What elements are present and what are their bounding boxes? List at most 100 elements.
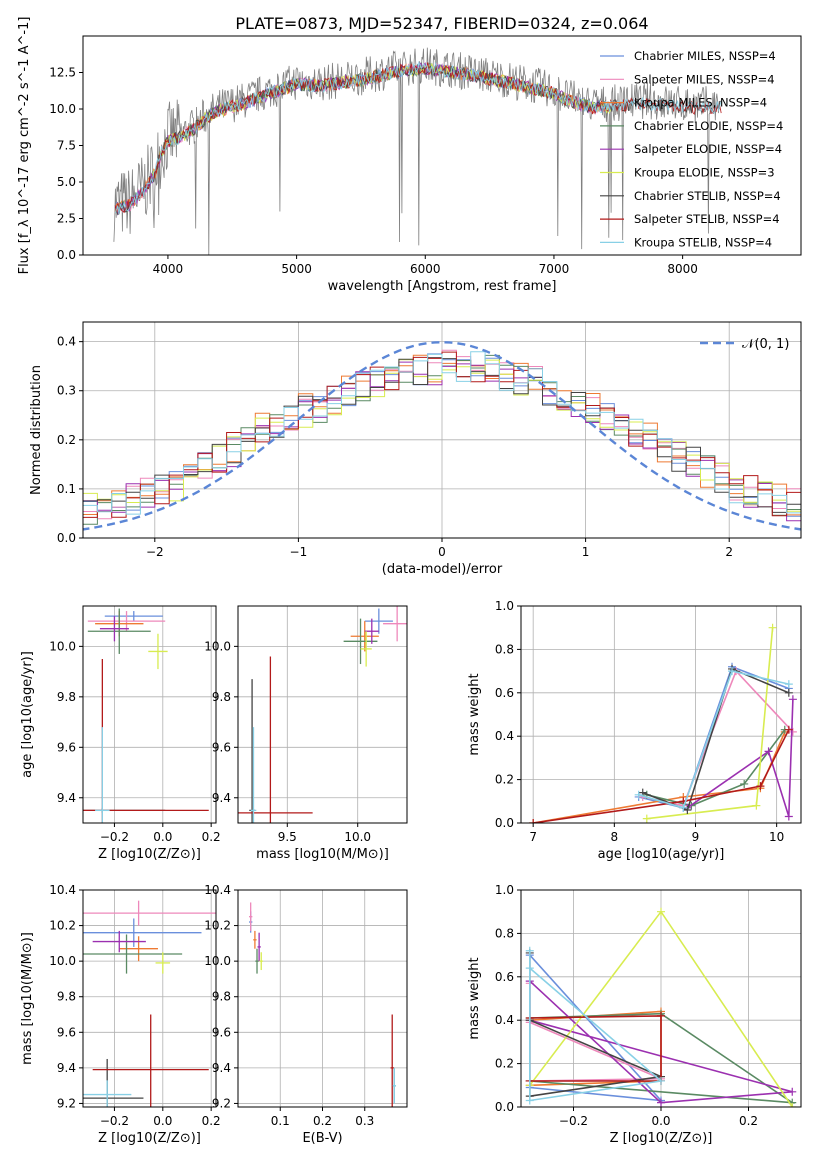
weight-line [529,1012,796,1104]
axes-frame [237,889,408,1108]
legend-label: Salpeter STELIB, NSSP=4 [634,212,780,226]
weight-line [642,667,790,812]
figure-title: PLATE=0873, MJD=52347, FIBERID=0324, z=0… [235,14,648,33]
plot-area [238,606,407,823]
y-tick-label: 0.3 [57,384,76,398]
weight-marker [657,1098,665,1107]
x-axis-label: mass [log10(M/M⊙)] [256,847,389,862]
axes-frame [520,889,802,1108]
y-tick-label: 10.0 [204,954,231,968]
weight-marker [788,727,797,736]
y-tick-label: 0.4 [495,729,514,743]
y-axis-label: Normed distribution [29,365,44,495]
weight-marker [525,964,534,973]
weight-marker [788,695,797,704]
weight-marker [683,805,692,814]
weight-line [646,627,774,820]
plot-area [529,623,797,823]
weight-marker [728,667,737,676]
y-tick-label: 10.2 [49,919,76,933]
x-tick-label: 0.0 [651,1114,670,1128]
weight-marker [529,819,538,823]
y-tick-label: 0.0 [57,531,76,545]
y-tick-label: 9.8 [57,990,76,1004]
x-tick-label: 0.1 [271,1114,290,1128]
y-tick-label: 9.4 [212,791,231,805]
y-tick-label: 10.4 [49,883,76,897]
panel-1: 4000 5000 6000 7000 8000 0.0 2.5 5.0 7.5 10.0 12.5… [17,17,802,294]
y-axis-label: mass [log10(M/M⊙)] [20,932,35,1065]
axes-frame [520,605,802,824]
weight-line [533,731,786,823]
y-tick-label: 9.8 [212,690,231,704]
weight-marker [788,1087,797,1096]
weight-marker [740,779,749,788]
weight-line [529,950,663,1102]
grid [521,605,801,824]
axes-frame [82,35,802,256]
plot-area [113,47,722,255]
y-tick-label: 9.8 [212,990,231,1004]
y-tick-label: 9.4 [212,1061,231,1075]
weight-line [638,665,790,809]
x-tick-label: 0.2 [202,830,221,844]
y-tick-label: 9.4 [57,1061,76,1075]
y-tick-label: 10.0 [49,954,76,968]
axes-frame [82,605,217,824]
x-tick-label: 0.0 [153,830,172,844]
axes-frame [82,889,217,1108]
panel-5: 7 8 9 10 0.0 0.2 0.4 0.6 0.8 1.0 age [log10(age/yr… [467,599,802,862]
weight-marker [642,814,651,823]
x-axis-label: E(B-V) [302,1131,342,1146]
y-tick-label: 9.2 [57,1096,76,1110]
x-axis-label: age [log10(age/yr)] [598,847,725,862]
x-axis-label: Z [log10(Z/Z⊙)] [610,1131,713,1146]
legend-label: Kroupa STELIB, NSSP=4 [634,235,772,249]
x-tick-label: 10.0 [344,830,371,844]
y-tick-label: 5.0 [57,175,76,189]
x-axis-label: (data-model)/error [382,562,503,577]
y-axis-label: mass weight [467,957,482,1039]
plot-area [525,907,797,1107]
x-tick-label: 10 [769,830,784,844]
model-spectrum [114,60,722,215]
y-tick-label: 2.5 [57,212,76,226]
y-tick-label: 9.6 [57,1025,76,1039]
weight-marker [784,725,793,734]
x-tick-label: 1 [582,545,590,559]
panel-8: −0.2 0.0 0.2 0.0 0.2 0.4 0.6 0.8 1.0 Z [log10(Z/Z… [467,883,802,1146]
weight-marker [634,790,643,799]
y-tick-label: 0.0 [495,1100,514,1114]
x-axis-label: wavelength [Angstrom, rest frame] [328,279,557,294]
y-tick-label: 0.0 [57,248,76,262]
weight-marker [784,680,793,689]
panel-4: 9.5 10.0 9.4 9.6 9.8 10.0 mass [log10(M/M⊙)] [204,605,408,862]
x-tick-label: 7000 [539,262,570,276]
x-tick-label: 0.2 [313,1114,332,1128]
data-spectrum [113,47,722,255]
weight-marker [784,812,793,821]
y-tick-label: 0.6 [495,970,514,984]
y-tick-label: 0.8 [495,642,514,656]
panel-3: −0.2 0.0 0.2 9.4 9.6 9.8 10.0 Z [log10(Z/Z⊙)] ag… [20,605,221,862]
weight-marker [525,1096,534,1105]
y-tick-label: 0.2 [495,1057,514,1071]
x-tick-label: 9.5 [278,830,297,844]
y-tick-label: 0.2 [57,433,76,447]
plot-area [83,608,209,823]
x-axis-label: Z [log10(Z/Z⊙)] [98,1131,201,1146]
x-tick-label: 0 [438,545,446,559]
weight-line [642,669,794,807]
y-tick-label: 12.5 [49,66,76,80]
histogram-series [83,351,801,521]
weight-marker [764,747,773,756]
panel-2: −2 −1 0 1 2 0.0 0.1 0.2 0.3 0.4 (data-model)/error… [29,321,802,577]
weight-marker [525,946,534,955]
legend-label: Chabrier MILES, NSSP=4 [634,49,776,63]
plot-area [83,340,801,531]
y-tick-label: 0.4 [495,1013,514,1027]
x-tick-label: 0.2 [202,1114,221,1128]
y-tick-label: 1.0 [495,883,514,897]
weight-marker [657,1076,665,1085]
x-tick-label: 5000 [281,262,312,276]
